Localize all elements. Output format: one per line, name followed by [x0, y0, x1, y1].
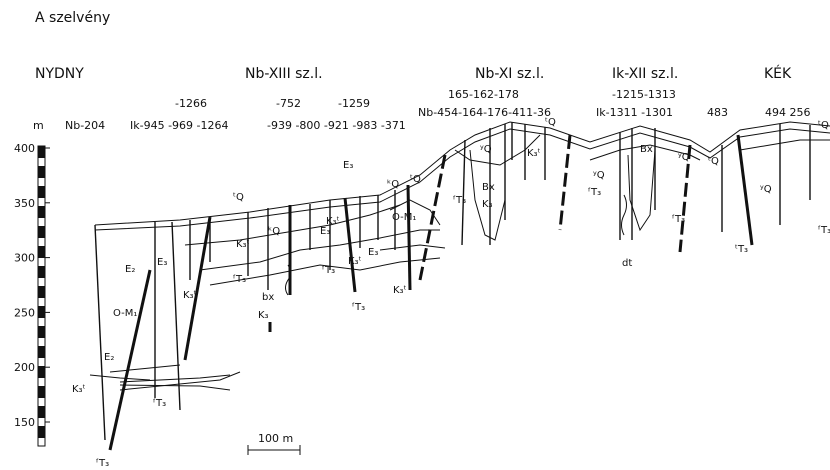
borehole-label: 165-162-178 — [448, 88, 519, 101]
formation-label: ᶠT₃ — [588, 187, 601, 198]
borehole-label: 483 — [707, 106, 728, 119]
borehole-label: -939 -800 -921 -983 -371 — [267, 119, 406, 132]
region-label: Nb-XIII sz.l. — [245, 66, 323, 82]
scale-label: 100 m — [258, 432, 293, 445]
geology-lines — [90, 122, 830, 390]
formation-label: ʸQ — [678, 152, 690, 163]
axis-segment — [38, 406, 45, 418]
axis-segment — [38, 166, 45, 178]
scale-bar — [248, 445, 300, 455]
axis-segment — [38, 346, 45, 358]
title: A szelvény — [35, 10, 110, 26]
axis-segment — [38, 286, 45, 298]
formation-label: bx — [262, 292, 274, 303]
borehole-label: Nb-204 — [65, 119, 105, 132]
formation-label: K₃ᵗ — [393, 285, 407, 296]
formation-label: ᶠT₃ — [153, 398, 166, 409]
formation-label: ᵏQ — [387, 179, 399, 190]
formation-label: K₃ᵗ — [348, 256, 362, 267]
axis-segment — [38, 306, 45, 318]
borehole-label: Nb-454-164-176-411-36 — [418, 106, 551, 119]
axis-segment — [38, 366, 45, 378]
formation-label: K₃ — [482, 199, 493, 210]
formation-label: E₃ — [343, 160, 353, 171]
formation-label: ʸQ — [480, 144, 492, 155]
formation-label: ᶠT₃ — [352, 302, 365, 313]
formation-label: K₃ᵗ — [236, 239, 250, 250]
region-label: NYDNY — [35, 66, 84, 82]
region-label: Nb-XI sz.l. — [475, 66, 544, 82]
formation-label: Bx — [482, 182, 495, 193]
axis-segment — [38, 246, 45, 258]
formation-label: E₃ — [320, 226, 330, 237]
formation-label: ᵗQ — [545, 117, 556, 128]
axis-segment — [38, 146, 45, 158]
axis-segment — [38, 206, 45, 218]
formation-label: ᵗQ — [233, 192, 244, 203]
formation-label: ᵗQ — [410, 174, 421, 185]
boreholes — [95, 122, 810, 450]
region-label: KÉK — [764, 65, 792, 82]
borehole-label: 494 256 — [765, 106, 811, 119]
formation-label: ᶠT₃ — [233, 274, 246, 285]
axis-segment — [38, 326, 45, 338]
axis-tick-label: 350 — [14, 197, 35, 210]
axis-tick-label: 300 — [14, 252, 35, 265]
formation-label: Bx — [640, 144, 653, 155]
formation-label: ᶠT₃ — [672, 214, 685, 225]
formation-label: E₂ — [125, 264, 135, 275]
formation-label: dt — [622, 258, 632, 269]
axis-unit: m — [33, 119, 44, 132]
borehole-label: Ik-1311 -1301 — [596, 106, 673, 119]
axis-segment — [38, 266, 45, 278]
formation-label: E₃ — [368, 247, 378, 258]
formation-label: ᶠT₃ — [322, 265, 335, 276]
axis-segment — [38, 186, 45, 198]
axis-tick-label: 250 — [14, 306, 35, 319]
axis-segment — [38, 426, 45, 438]
axis-tick-label: 150 — [14, 416, 35, 429]
borehole-label: -1266 — [175, 97, 207, 110]
formation-label: K₃ᵗ — [527, 148, 541, 159]
region-label: Ik-XII sz.l. — [612, 66, 678, 82]
axis-segment — [38, 386, 45, 398]
formation-label: ᶠT₃ — [818, 225, 830, 236]
axis-segment — [38, 226, 45, 238]
formation-label: ᶠT₃ — [453, 195, 466, 206]
borehole-label: -1215-1313 — [612, 88, 676, 101]
formation-label: K₃ — [258, 310, 269, 321]
formation-label: O-M₁ — [392, 212, 416, 223]
formation-label: K₃ᵗ — [183, 290, 197, 301]
formation-label: E₂ — [104, 352, 114, 363]
formation-label: K₃ᵗ — [72, 384, 86, 395]
formation-label: ʸQ — [593, 170, 605, 181]
cross-section: A szelvény NYDNY Nb-XIII sz.l. Nb-XI sz.… — [0, 0, 830, 470]
formation-label: ᵏQ — [268, 226, 280, 237]
formation-label: ᶠT₃ — [96, 458, 109, 469]
borehole-label: -752 — [276, 97, 301, 110]
formation-label: ʸQ — [760, 184, 772, 195]
formation-label: ᵗT₃ — [735, 244, 748, 255]
axis-tick-label: 400 — [14, 142, 35, 155]
borehole-label: -1259 — [338, 97, 370, 110]
axis-tick-label: 200 — [14, 361, 35, 374]
formation-label: K₃ᵗ — [326, 216, 340, 227]
formation-label: E₃ — [157, 257, 167, 268]
formation-label: O-M₁ — [113, 308, 137, 319]
formation-label: ᵗQ — [818, 120, 829, 131]
formation-label: ᵗQ — [708, 156, 719, 167]
borehole-label: Ik-945 -969 -1264 — [130, 119, 229, 132]
